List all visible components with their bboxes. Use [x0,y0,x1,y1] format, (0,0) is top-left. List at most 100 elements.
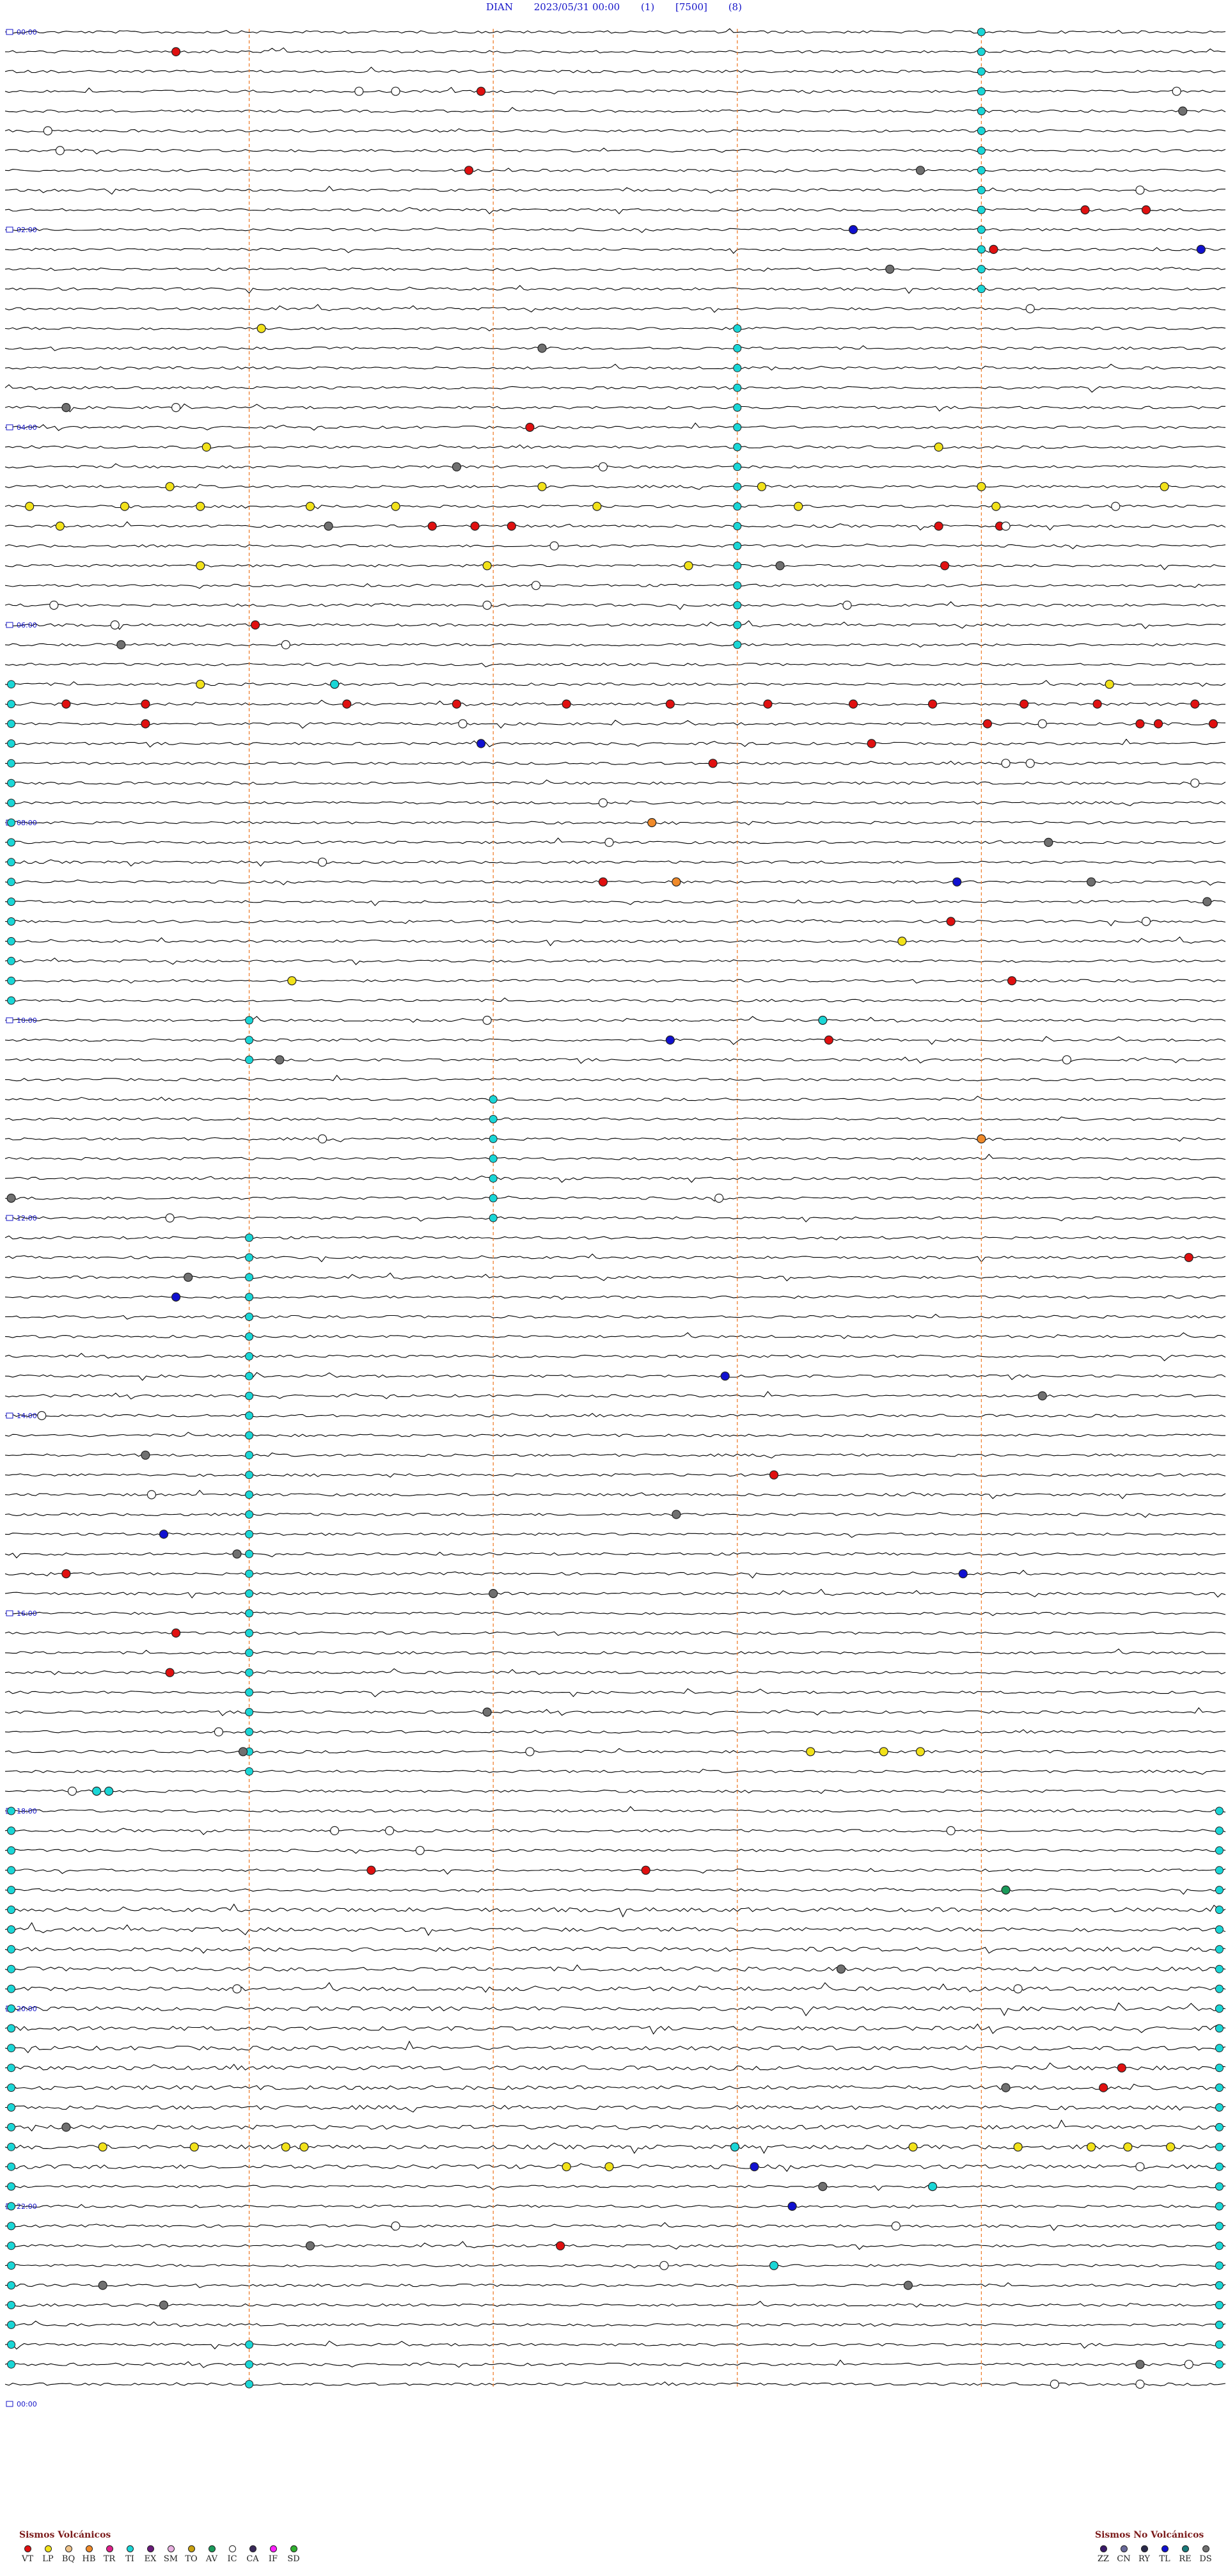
legend-dot-icon [167,2545,175,2552]
event-marker-ic [49,600,59,610]
event-marker-tl [159,1529,169,1539]
legend-code: ZZ [1097,2554,1110,2564]
event-marker-ic [598,462,608,471]
station-label: DIAN [486,1,513,13]
tremor-marker [245,1411,254,1420]
event-marker-lp [482,561,492,571]
event-marker-vt [1184,1252,1193,1262]
hour-marker-box [6,622,13,628]
event-marker-vt [476,86,486,96]
tremor-marker [1215,2202,1224,2211]
event-marker-vt [171,47,181,57]
event-marker-ic [110,620,120,630]
legend-dot-icon [1181,2545,1189,2552]
event-marker-ic [171,402,181,413]
tremor-marker [7,2122,16,2131]
event-marker-ds [324,521,333,531]
tremor-marker [977,205,986,214]
event-marker-vt [1117,2063,1126,2073]
tremor-marker [977,186,986,194]
seismic-trace [4,1748,1226,1754]
legend-code: TR [103,2554,116,2564]
event-marker-vt [165,1668,175,1677]
tremor-marker [489,1095,498,1104]
event-marker-ti [730,2142,740,2152]
legend-dot-icon [187,2545,195,2552]
tremor-marker [1215,2222,1224,2231]
event-marker-vt [452,699,462,709]
event-marker-ds [903,2280,913,2290]
seismic-trace [4,363,1226,371]
seismic-trace [4,2163,1226,2172]
hour-marker-box [6,1610,13,1616]
legend-nonvolcanic-item: RY [1136,2545,1153,2564]
seismic-trace [4,2142,1226,2154]
legend-nonvolcanic-item: CN [1115,2545,1132,2564]
tremor-group [7,28,1224,2389]
tremor-marker [977,285,986,294]
seismic-trace [4,521,1226,531]
tremor-marker [733,482,742,491]
tremor-marker [245,1708,254,1716]
event-marker-ic [1050,2380,1059,2389]
seismic-trace [4,919,1226,926]
event-marker-ic [67,1787,77,1796]
seismic-trace [4,285,1225,294]
event-marker-ds [159,2300,169,2310]
tremor-marker [733,522,742,530]
seismic-trace [4,643,1226,648]
event-marker-lp [684,561,693,571]
event-marker-vt [867,739,876,748]
event-marker-lp [165,482,175,491]
tremor-marker [489,1213,498,1222]
legend-nonvolcanic-item: ZZ [1095,2545,1112,2564]
event-marker-ds [141,1450,150,1460]
event-marker-vt [1019,699,1029,709]
event-marker-vt [1153,719,1163,729]
tremor-marker [245,1293,254,1302]
legend-nonvolcanic-title: Sismos No Volcánicos [1095,2530,1204,2540]
tremor-marker [1215,2320,1224,2329]
tremor-marker [245,1431,254,1440]
tremor-marker [7,917,16,926]
seismic-trace [4,1056,1226,1064]
event-marker-av [1001,1885,1011,1895]
seismic-trace [4,1828,1226,1835]
event-marker-vt [366,1865,376,1875]
event-marker-lp [1105,679,1114,689]
event-marker-lp [98,2142,107,2152]
tremor-marker [1215,2083,1224,2092]
event-marker-lp [391,502,400,511]
tremor-marker [7,2281,16,2290]
seismic-trace [4,837,1226,844]
tremor-marker [245,1371,254,1380]
seismic-trace [4,720,1226,729]
legend-volcanic-item: IC [224,2545,240,2564]
event-marker-lp [281,2142,290,2152]
legend-code: VT [21,2554,34,2564]
legend-code: TI [125,2554,134,2564]
event-marker-ic [317,1134,327,1144]
tremor-marker [245,1490,254,1499]
tremor-marker [1215,2261,1224,2270]
seismic-trace [4,403,1226,413]
tremor-marker [977,107,986,116]
tremor-marker [977,87,986,96]
seismic-trace [4,779,1226,786]
tremor-marker [733,502,742,511]
tremor-marker [733,363,742,372]
tremor-marker [7,1945,16,1954]
tremor-marker [977,225,986,234]
tremor-marker [245,1313,254,1321]
event-marker-ds [915,166,925,175]
tremor-marker [7,739,16,748]
seismic-trace [4,47,1225,54]
tremor-marker [977,127,986,135]
seismic-trace [4,1588,1226,1599]
seismic-trace [4,899,1226,906]
seismic-trace [4,1806,1226,1813]
seismic-trace [4,2381,1226,2387]
event-marker-vt [141,699,150,709]
legend-volcanic-title: Sismos Volcánicos [19,2530,111,2540]
tremor-marker [1215,1925,1224,1934]
